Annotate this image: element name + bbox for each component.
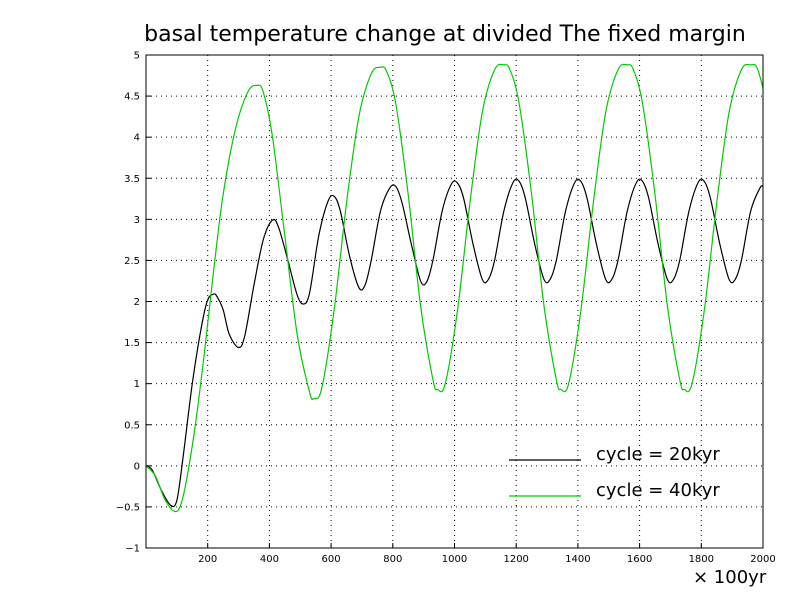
x-tick-label: 1200 [503, 554, 528, 565]
series-layer [145, 63, 764, 513]
x-tick-label: 1400 [565, 554, 590, 565]
chart-title: basal temperature change at divided The … [144, 22, 746, 47]
x-tick-label: 1800 [689, 554, 714, 565]
plot-frame [145, 54, 764, 549]
y-tick-label: 5 [134, 51, 140, 62]
y-tick-label: 1.5 [124, 338, 140, 349]
y-tick-label: 3.5 [124, 174, 140, 185]
axis-ticks: 200 400 600 800 1000 1200 1400 1600 1800 2000 −1 −0… [116, 51, 776, 566]
y-tick-label: 2 [134, 297, 140, 308]
x-unit-label: × 100yr [693, 567, 767, 588]
y-tick-label: −1 [125, 544, 140, 555]
legend-label-2: cycle = 40kyr [596, 480, 720, 501]
y-tick-label: 4.5 [124, 92, 140, 103]
y-tick-label: −0.5 [116, 502, 140, 513]
y-tick-label: 0 [134, 461, 140, 472]
x-tick-label: 2000 [750, 554, 775, 565]
x-tick-label: 400 [260, 554, 279, 565]
y-tick-label: 1 [134, 379, 140, 390]
legend: cycle = 20kyr cycle = 40kyr [509, 444, 720, 501]
x-tick-label: 1600 [627, 554, 652, 565]
x-tick-label: 800 [383, 554, 402, 565]
x-tick-label: 200 [198, 554, 217, 565]
y-tick-label: 3 [134, 215, 140, 226]
x-tick-label: 1000 [442, 554, 467, 565]
series-line-2 [145, 63, 764, 513]
y-tick-label: 4 [134, 133, 140, 144]
legend-label-1: cycle = 20kyr [596, 444, 720, 465]
grid [146, 55, 763, 548]
y-tick-label: 2.5 [124, 256, 140, 267]
x-tick-label: 600 [322, 554, 341, 565]
y-tick-label: 0.5 [124, 420, 140, 431]
